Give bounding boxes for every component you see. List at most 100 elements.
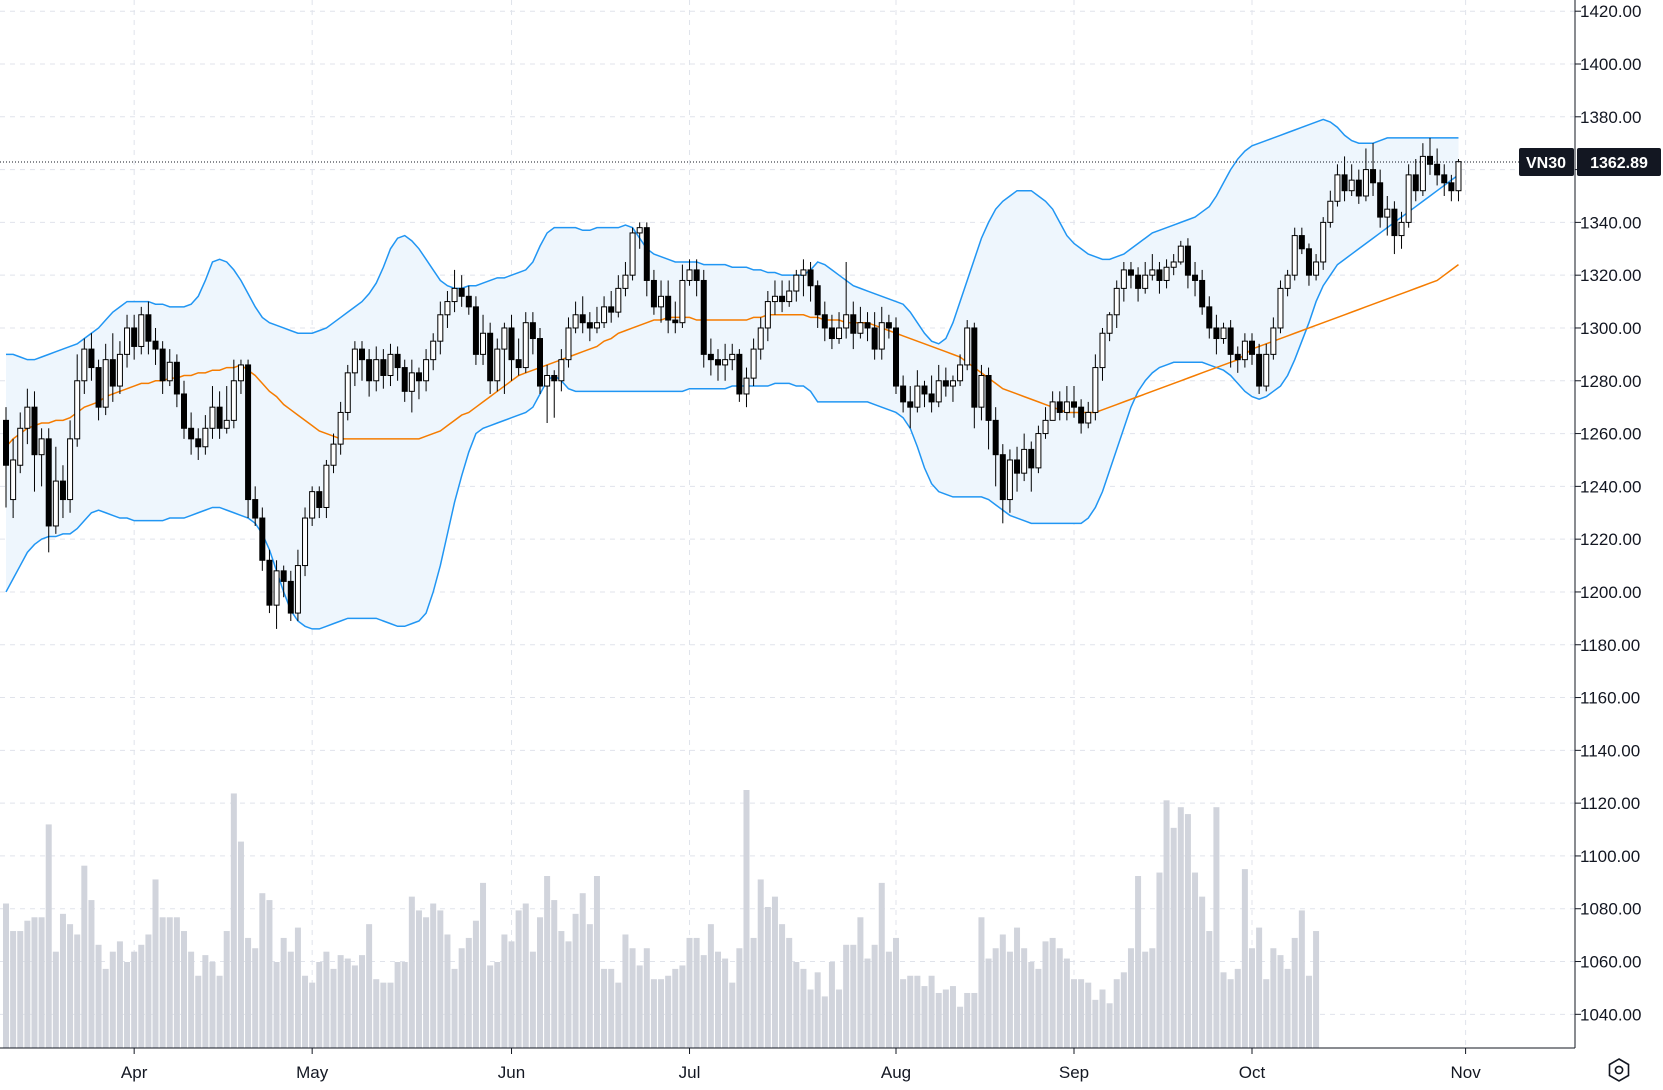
candle xyxy=(1220,322,1227,344)
volume-bar xyxy=(38,917,45,1048)
candle-body-up xyxy=(949,380,956,387)
candle xyxy=(330,433,337,474)
candle xyxy=(351,341,358,387)
candle-body-down xyxy=(828,327,835,340)
candle-body-up xyxy=(337,411,344,445)
candle xyxy=(1092,354,1099,421)
price-tick-label: 1320.00 xyxy=(1580,266,1641,285)
band-fill xyxy=(6,119,1459,629)
candle-body-up xyxy=(1334,174,1341,202)
candle-body-down xyxy=(579,314,586,324)
volume-bar xyxy=(494,962,501,1048)
volume-bar xyxy=(188,951,195,1048)
candle-body-up xyxy=(636,227,643,234)
chart-settings-button[interactable] xyxy=(1608,1058,1630,1082)
volume-bar xyxy=(1049,937,1056,1048)
candle xyxy=(81,338,88,394)
volume-bar xyxy=(351,965,358,1048)
volume-bar xyxy=(1298,910,1305,1048)
volume-bar xyxy=(1120,972,1127,1048)
volume-bar xyxy=(465,937,472,1048)
candle xyxy=(237,359,244,394)
candle xyxy=(1170,254,1177,276)
candle xyxy=(1021,433,1028,482)
time-label-oct: Oct xyxy=(1239,1063,1266,1082)
volume-bar xyxy=(216,975,223,1048)
candle xyxy=(622,261,629,297)
volume-bar xyxy=(24,920,31,1048)
price-tick-label: 1220.00 xyxy=(1580,530,1641,549)
volume-bar xyxy=(17,931,24,1048)
volume-bar xyxy=(1135,876,1142,1048)
candle-body-up xyxy=(1327,200,1334,223)
candle xyxy=(1313,254,1320,281)
volume-bar xyxy=(373,979,380,1048)
volume-bar xyxy=(480,882,487,1048)
volume-bar xyxy=(586,924,593,1048)
price-tick-label: 1280.00 xyxy=(1580,372,1641,391)
candle xyxy=(722,343,729,381)
volume-bar xyxy=(615,982,622,1048)
candle-body-up xyxy=(1220,327,1227,340)
candle xyxy=(394,346,401,381)
candle xyxy=(643,222,650,297)
candle xyxy=(1263,343,1270,392)
volume-bar xyxy=(1106,1003,1113,1048)
volume-bar xyxy=(1163,800,1170,1048)
candle xyxy=(67,420,74,513)
candle-body-up xyxy=(323,464,330,508)
volume-bar xyxy=(850,944,857,1048)
volume-bar xyxy=(387,982,394,1048)
candle-body-up xyxy=(978,374,985,408)
candle xyxy=(1078,399,1085,434)
volume-bar xyxy=(1263,979,1270,1048)
candle-body-down xyxy=(245,364,252,501)
volume-bar xyxy=(359,955,365,1048)
candle-body-down xyxy=(850,314,857,334)
candle-body-down xyxy=(259,517,266,561)
volume-bar xyxy=(1071,979,1077,1048)
candle xyxy=(287,570,294,621)
price-tick-label: 1260.00 xyxy=(1580,425,1641,444)
volume-bar xyxy=(828,962,835,1048)
candle-body-up xyxy=(444,301,451,316)
candle xyxy=(408,359,415,413)
volume-bar xyxy=(971,992,978,1048)
volume-bar xyxy=(608,968,615,1048)
volume-bar xyxy=(800,968,807,1048)
candle-body-down xyxy=(942,380,949,387)
volume-bar xyxy=(10,931,17,1048)
candle-body-up xyxy=(1099,332,1106,369)
candle xyxy=(195,428,202,460)
candle xyxy=(1127,261,1134,289)
volume-bar xyxy=(237,841,244,1048)
volume-bar xyxy=(109,951,116,1048)
candle xyxy=(942,367,949,397)
last-price-tag-background xyxy=(1577,147,1661,176)
candle xyxy=(871,312,878,360)
volume-bar xyxy=(337,955,344,1048)
candle-body-up xyxy=(437,314,444,342)
volume-bar xyxy=(1277,955,1284,1048)
candle xyxy=(529,312,536,355)
volume-bar xyxy=(458,948,465,1048)
candle-body-down xyxy=(1192,274,1199,281)
candle-body-up xyxy=(964,327,971,366)
volume-bar xyxy=(159,917,166,1048)
candle xyxy=(302,507,309,577)
candle xyxy=(1270,317,1277,360)
candle-body-up xyxy=(1142,274,1149,289)
volume-bar xyxy=(679,965,686,1048)
candle-body-down xyxy=(885,322,892,329)
volume-bar xyxy=(1056,948,1063,1048)
candle-body-down xyxy=(31,406,38,456)
volume-bar xyxy=(266,900,273,1048)
candle xyxy=(494,338,501,392)
volume-bar xyxy=(579,893,586,1048)
candle-body-down xyxy=(900,385,907,403)
candle-body-up xyxy=(102,359,109,408)
volume-bar xyxy=(643,948,650,1048)
symbol-tag-background xyxy=(1519,147,1574,176)
candle-body-down xyxy=(672,319,679,324)
volume-bar xyxy=(294,927,301,1048)
